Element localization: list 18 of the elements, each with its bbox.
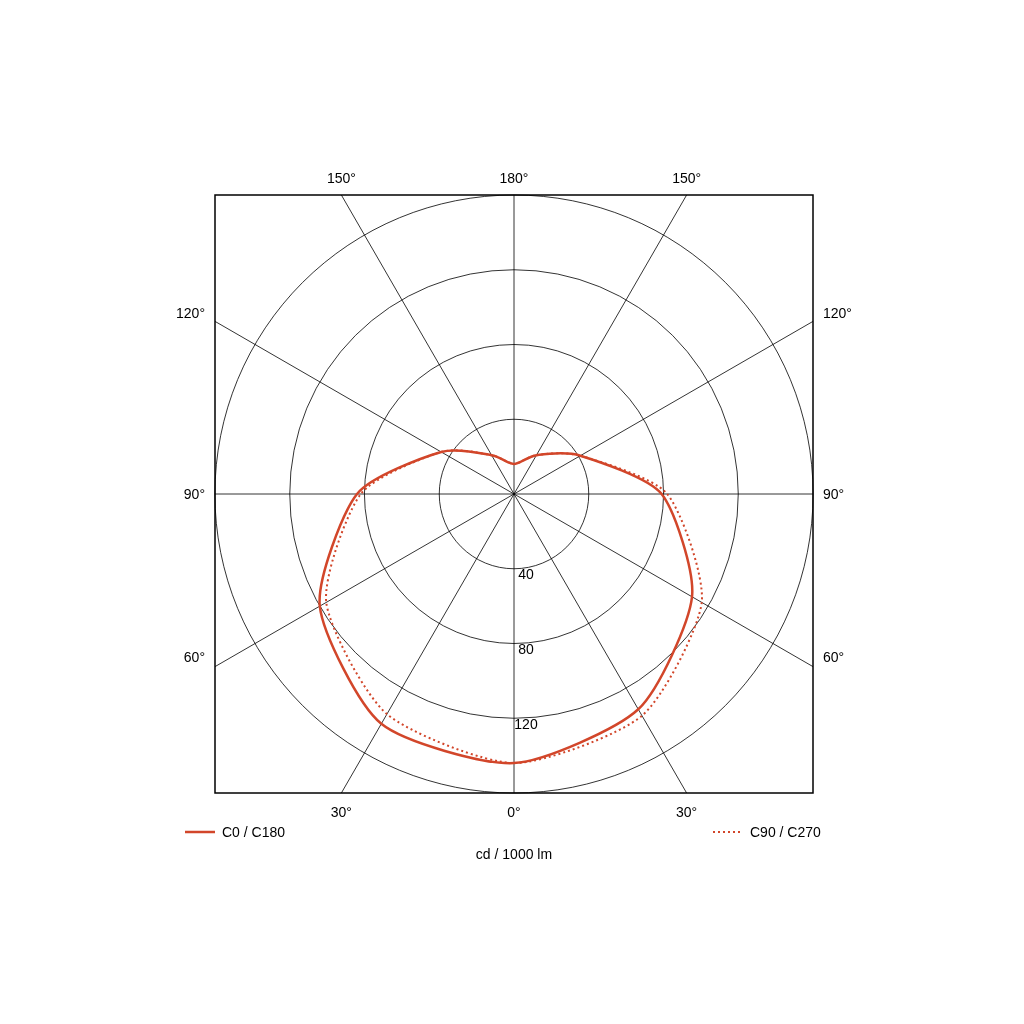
spoke-label: 30°	[330, 804, 352, 820]
spoke-label: 60°	[183, 648, 205, 665]
spoke-label: 30°	[676, 804, 698, 820]
y-tick-label: 120	[514, 715, 538, 732]
legend-label: C90 / C270	[750, 824, 822, 840]
spoke-label: 120°	[176, 305, 205, 322]
y-tick-label: 40	[518, 566, 534, 583]
spoke-label: 0°	[507, 804, 521, 820]
spoke-label: 150°	[672, 170, 702, 186]
spoke-label: 90°	[823, 486, 845, 502]
spoke-label: 150°	[326, 170, 356, 186]
spoke-label: 180°	[499, 170, 529, 186]
spoke-label: 90°	[183, 486, 205, 502]
y-tick-label: 80	[518, 640, 534, 657]
text: cd / 1000 lm	[475, 846, 553, 862]
spoke-label: 60°	[823, 648, 845, 665]
legend-label: C0 / C180	[222, 824, 286, 840]
spoke-label: 120°	[823, 305, 852, 322]
